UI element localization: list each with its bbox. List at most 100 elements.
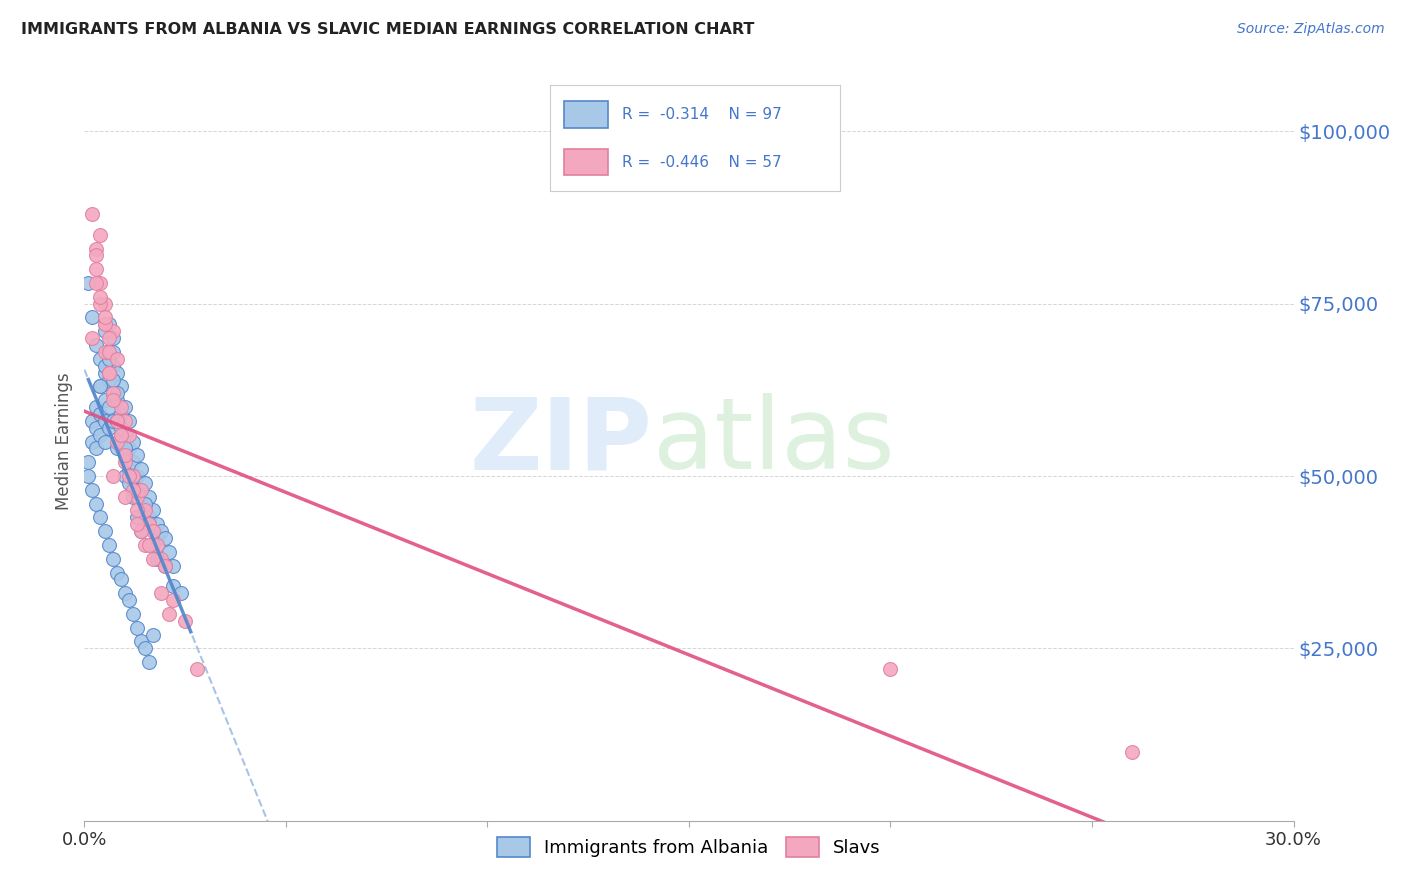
Point — [93, 296, 115, 310]
Point — [142, 627, 165, 641]
Point — [149, 524, 172, 538]
Point — [82, 310, 104, 325]
Point — [110, 400, 132, 414]
Point — [105, 414, 128, 428]
Point — [138, 655, 160, 669]
Point — [146, 517, 169, 532]
Point — [142, 524, 165, 538]
Point — [125, 490, 148, 504]
Point — [97, 366, 120, 380]
Point — [118, 469, 141, 483]
Point — [105, 566, 128, 580]
Point — [110, 379, 132, 393]
Text: Source: ZipAtlas.com: Source: ZipAtlas.com — [1237, 22, 1385, 37]
Point — [114, 427, 136, 442]
Point — [89, 510, 111, 524]
Point — [89, 407, 111, 421]
Point — [125, 448, 148, 462]
Point — [105, 386, 128, 401]
Point — [97, 538, 120, 552]
Point — [114, 469, 136, 483]
Point — [93, 318, 115, 332]
Point — [114, 414, 136, 428]
Point — [97, 372, 120, 386]
Point — [146, 538, 169, 552]
Point — [118, 462, 141, 476]
Point — [121, 455, 143, 469]
Point — [110, 434, 132, 449]
Point — [118, 475, 141, 490]
Point — [129, 634, 152, 648]
Point — [89, 351, 111, 366]
Point — [105, 442, 128, 456]
Point — [89, 296, 111, 310]
Point — [97, 351, 120, 366]
Point — [138, 517, 160, 532]
Point — [138, 517, 160, 532]
Point — [97, 366, 120, 380]
Point — [110, 407, 132, 421]
Point — [142, 538, 165, 552]
Point — [153, 558, 176, 573]
Point — [93, 434, 115, 449]
Point — [89, 227, 111, 242]
Point — [134, 475, 156, 490]
Point — [121, 490, 143, 504]
Point — [121, 607, 143, 621]
Point — [101, 551, 124, 566]
Point — [142, 503, 165, 517]
Point — [125, 490, 148, 504]
Point — [93, 324, 115, 338]
Point — [110, 427, 132, 442]
Point — [101, 386, 124, 401]
Point — [89, 427, 111, 442]
Point — [82, 207, 104, 221]
Point — [101, 324, 124, 338]
Point — [170, 586, 193, 600]
Point — [134, 497, 156, 511]
Point — [86, 276, 108, 290]
Point — [157, 607, 180, 621]
Point — [134, 538, 156, 552]
Point — [162, 593, 184, 607]
Point — [82, 434, 104, 449]
Point — [101, 469, 124, 483]
Point — [105, 434, 128, 449]
Point — [134, 503, 156, 517]
Point — [125, 517, 148, 532]
Point — [93, 345, 115, 359]
Point — [97, 345, 120, 359]
Point — [174, 614, 197, 628]
Point — [162, 579, 184, 593]
Text: atlas: atlas — [652, 393, 894, 490]
Point — [186, 662, 208, 676]
Point — [93, 318, 115, 332]
Point — [149, 586, 172, 600]
Point — [97, 345, 120, 359]
Point — [138, 538, 160, 552]
Point — [89, 379, 111, 393]
Point — [93, 524, 115, 538]
Point — [121, 434, 143, 449]
Point — [129, 483, 152, 497]
Point — [121, 469, 143, 483]
Point — [114, 586, 136, 600]
Point — [125, 510, 148, 524]
Point — [101, 359, 124, 373]
Point — [105, 414, 128, 428]
Point — [118, 414, 141, 428]
Point — [86, 442, 108, 456]
Point — [134, 497, 156, 511]
Point — [138, 510, 160, 524]
Point — [138, 490, 160, 504]
Point — [86, 262, 108, 277]
Point — [93, 310, 115, 325]
Point — [101, 414, 124, 428]
Point — [97, 318, 120, 332]
Point — [110, 573, 132, 587]
Point — [114, 448, 136, 462]
Point — [101, 386, 124, 401]
Point — [93, 359, 115, 373]
Point — [97, 400, 120, 414]
Point — [105, 393, 128, 408]
